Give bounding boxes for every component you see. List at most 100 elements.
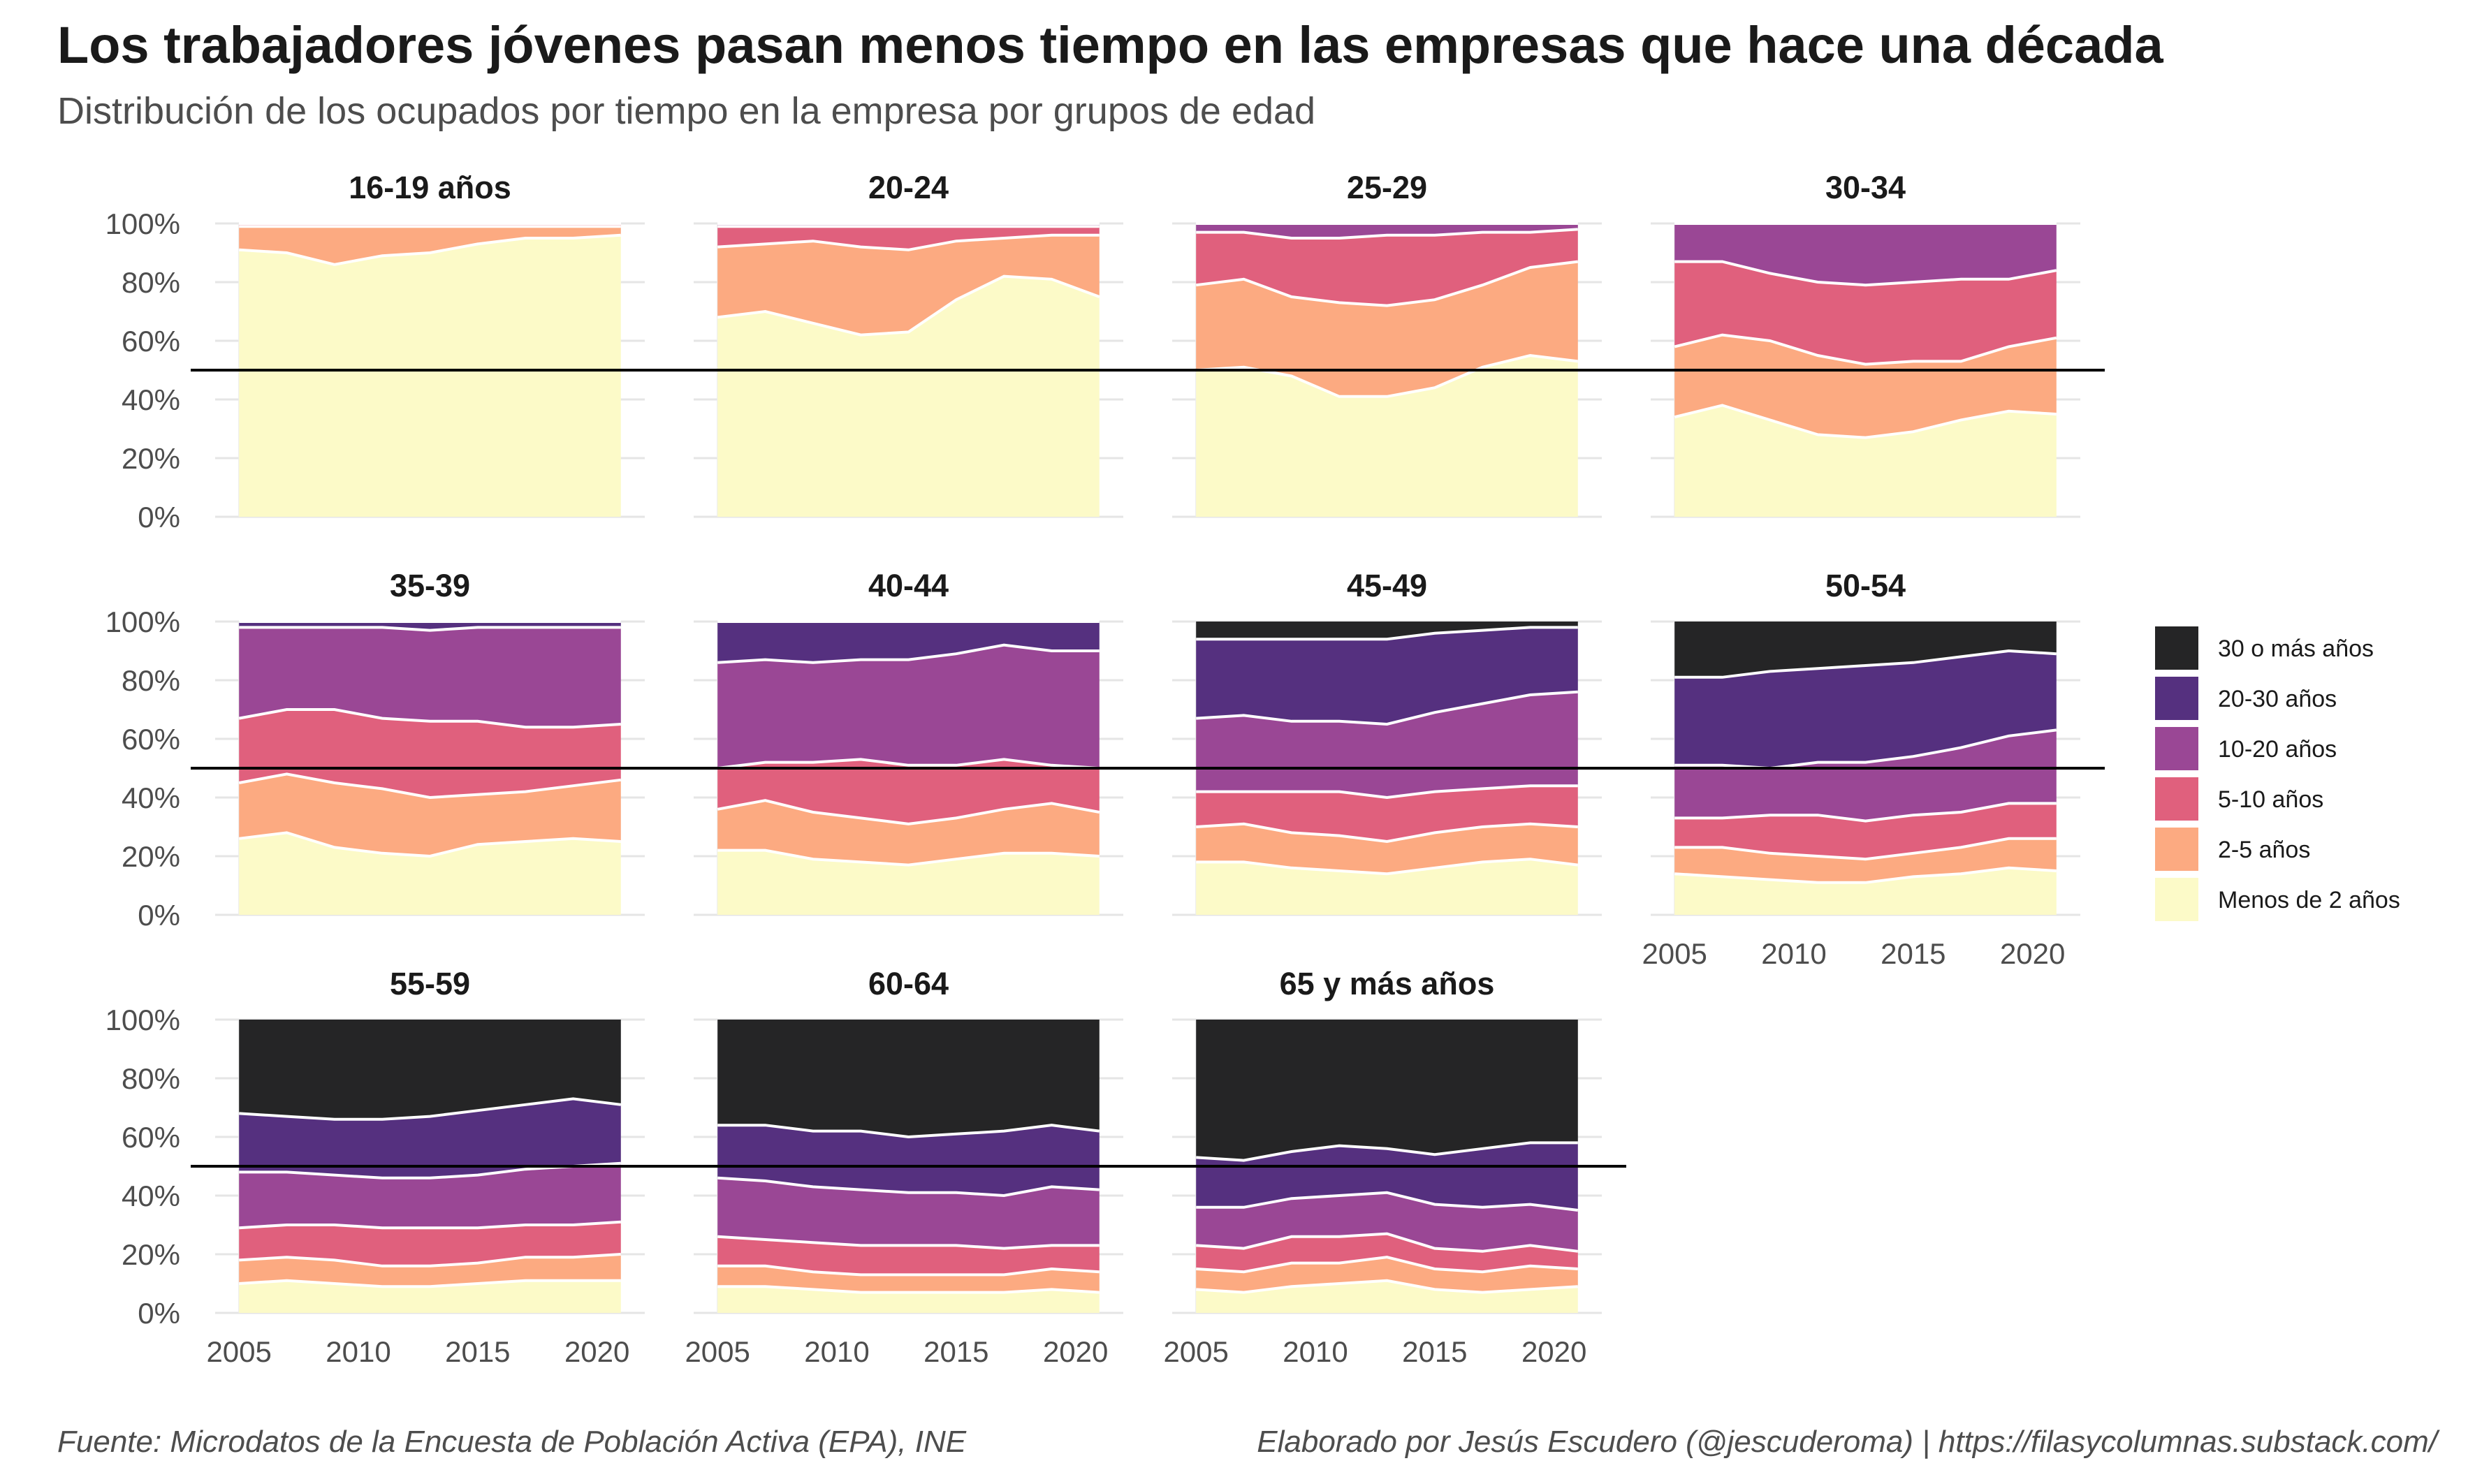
boundary-line <box>239 233 621 266</box>
x-tick-label: 2015 <box>923 1335 988 1368</box>
boundary-line <box>1196 228 1578 240</box>
area-30-o-mas-anos <box>1196 1020 1578 1161</box>
y-tick-label: 20% <box>122 442 180 475</box>
boundary-line <box>1196 1279 1578 1294</box>
y-tick-label: 60% <box>122 325 180 358</box>
area-5-10-anos <box>717 226 1100 250</box>
panel-title-65-y-mas-anos: 65 y más años <box>1280 966 1495 1001</box>
area-menos-de-2-anos <box>1674 405 2057 517</box>
area-10-20-anos <box>1674 223 2057 286</box>
area-10-20-anos <box>239 1163 621 1228</box>
y-tick-label: 0% <box>138 501 180 534</box>
boundary-line <box>1196 1191 1579 1212</box>
area-5-10-anos <box>717 759 1100 824</box>
area-20-30-anos <box>239 1099 621 1178</box>
chart-title: Los trabajadores jóvenes pasan menos tie… <box>57 16 2163 74</box>
boundary-line <box>717 758 1100 770</box>
legend-label-20-30-anos: 20-30 años <box>2218 686 2337 712</box>
x-tick-label: 2005 <box>685 1335 750 1368</box>
boundary-line <box>717 1264 1100 1277</box>
boundary-line <box>238 831 621 858</box>
area-20-30-anos <box>1196 1143 1578 1210</box>
legend-label-10-20-anos: 10-20 años <box>2218 736 2337 763</box>
x-tick-label: 2010 <box>1283 1335 1348 1368</box>
boundary-line <box>1674 649 2057 679</box>
boundary-line <box>1196 1141 1578 1162</box>
boundary-line <box>1674 802 2057 823</box>
y-tick-label: 100% <box>105 1004 180 1036</box>
area-menos-de-2-anos <box>717 850 1100 915</box>
legend-label-5-10-anos: 5-10 años <box>2218 786 2323 813</box>
area-menos-de-2-anos <box>1196 859 1578 915</box>
x-tick-label: 2010 <box>326 1335 390 1368</box>
panel-title-16-19-anos: 16-19 años <box>349 170 511 205</box>
boundary-line <box>717 1285 1100 1294</box>
y-tick-label: 60% <box>122 1121 180 1154</box>
boundary-line <box>1674 728 2057 770</box>
legend-label-menos-de-2-anos: Menos de 2 años <box>2218 887 2400 913</box>
area-menos-de-2-anos <box>717 276 1100 517</box>
boundary-line <box>1195 260 1579 307</box>
boundary-line <box>1674 866 2057 884</box>
area-menos-de-2-anos <box>239 1280 621 1313</box>
panel-title-20-24: 20-24 <box>868 170 949 205</box>
area-30-o-mas-anos <box>717 1020 1100 1137</box>
chart-subtitle: Distribución de los ocupados por tiempo … <box>57 90 1316 132</box>
area-2-5-anos <box>239 1254 621 1287</box>
boundary-line <box>717 1124 1100 1139</box>
boundary-line <box>1196 1256 1578 1274</box>
area-menos-de-2-anos <box>1674 867 2057 915</box>
boundary-line <box>1674 333 2057 366</box>
panel-title-45-49: 45-49 <box>1347 568 1427 603</box>
boundary-line <box>239 1097 622 1121</box>
x-tick-label: 2020 <box>564 1335 629 1368</box>
legend-key-30-o-mas-anos <box>2155 626 2198 670</box>
boundary-line <box>717 233 1100 251</box>
area-5-10-anos <box>239 710 621 798</box>
y-tick-label: 40% <box>122 383 180 416</box>
area-5-10-anos <box>1196 786 1578 842</box>
area-2-5-anos <box>1674 335 2057 438</box>
legend-label-2-5-anos: 2-5 años <box>2218 837 2310 863</box>
panel-title-35-39: 35-39 <box>390 568 470 603</box>
y-tick-label: 20% <box>122 840 180 873</box>
boundary-line <box>717 799 1100 825</box>
boundary-line <box>717 848 1100 867</box>
area-2-5-anos <box>1196 261 1578 397</box>
legend-key-menos-de-2-anos <box>2155 878 2198 921</box>
panel-title-40-44: 40-44 <box>868 568 949 603</box>
area-10-20-anos <box>717 645 1100 768</box>
area-20-30-anos <box>1674 651 2057 768</box>
area-menos-de-2-anos <box>1196 1280 1578 1313</box>
x-tick-label: 2015 <box>1881 937 1945 970</box>
legend-key-5-10-anos <box>2155 777 2198 821</box>
boundary-line <box>717 1176 1100 1198</box>
boundary-line <box>1196 784 1578 800</box>
boundary-line <box>1196 858 1579 876</box>
panel-title-55-59: 55-59 <box>390 966 470 1001</box>
area-2-5-anos <box>239 226 621 265</box>
x-tick-label: 2020 <box>1043 1335 1108 1368</box>
y-tick-label: 20% <box>122 1238 180 1271</box>
y-tick-label: 100% <box>105 605 180 638</box>
panel-title-60-64: 60-64 <box>868 966 949 1001</box>
area-30-o-mas-anos <box>1674 622 2057 677</box>
area-2-5-anos <box>717 235 1100 335</box>
boundary-line <box>1196 690 1578 726</box>
area-30-o-mas-anos <box>1196 622 1578 640</box>
area-menos-de-2-anos <box>1196 355 1578 517</box>
area-5-10-anos <box>1674 261 2057 365</box>
boundary-line <box>1196 626 1578 641</box>
x-tick-label: 2020 <box>2000 937 2065 970</box>
area-menos-de-2-anos <box>239 235 621 517</box>
area-2-5-anos <box>1196 1257 1578 1293</box>
area-20-30-anos <box>717 622 1100 663</box>
x-tick-label: 2010 <box>804 1335 869 1368</box>
boundary-line <box>1674 837 2057 861</box>
boundary-line <box>717 274 1100 337</box>
area-5-10-anos <box>1196 229 1578 306</box>
boundary-line <box>717 643 1100 664</box>
area-20-30-anos <box>1196 627 1578 724</box>
boundary-line <box>238 772 622 800</box>
area-5-10-anos <box>1674 803 2057 860</box>
